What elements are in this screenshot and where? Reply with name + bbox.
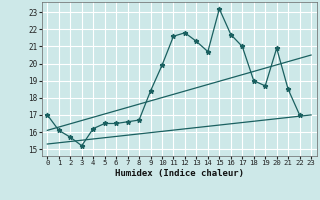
X-axis label: Humidex (Indice chaleur): Humidex (Indice chaleur) (115, 169, 244, 178)
